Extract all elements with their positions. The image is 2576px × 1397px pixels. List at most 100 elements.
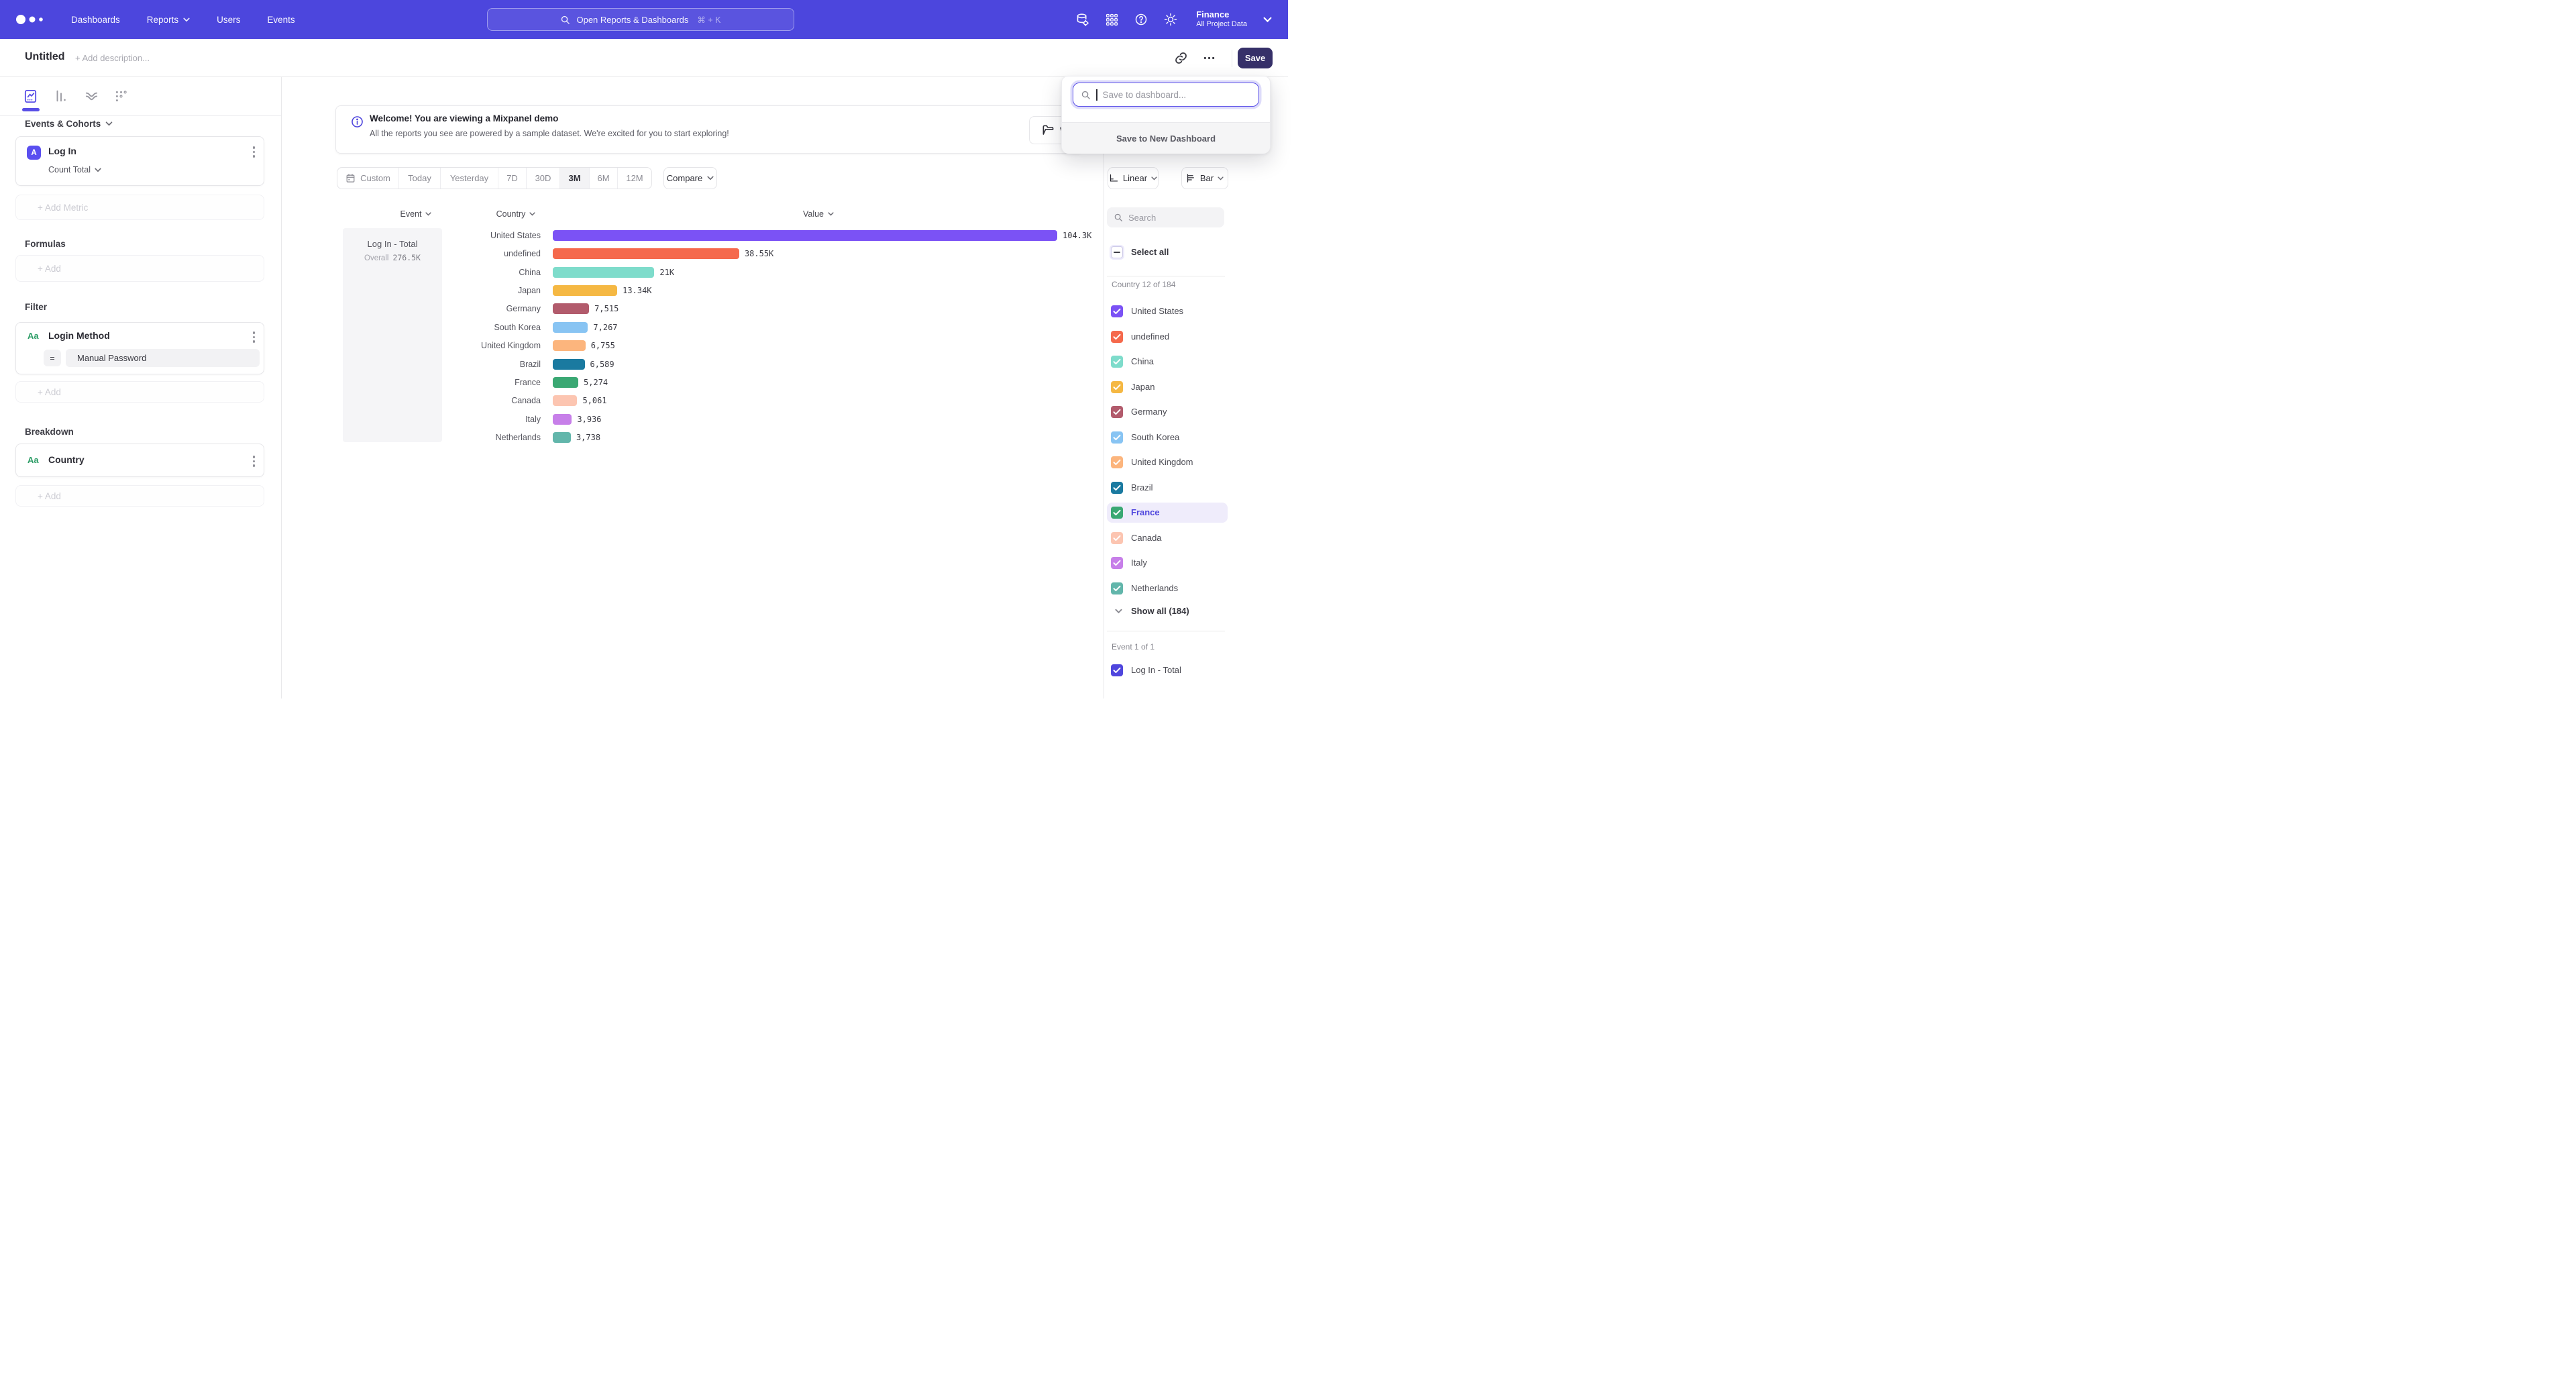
date-range-option[interactable]: Today [399,168,441,189]
save-to-new-dashboard-button[interactable]: Save to New Dashboard [1062,122,1270,154]
tab-insights[interactable] [18,84,42,108]
select-all-row[interactable]: Select all [1107,242,1228,262]
country-checkbox[interactable] [1111,356,1123,368]
column-header-value[interactable]: Value [778,209,859,219]
filter-operator-selector[interactable]: = [44,350,61,366]
country-checkbox[interactable] [1111,481,1123,494]
top-nav-item[interactable]: Reports [147,15,190,25]
save-button[interactable]: Save [1238,48,1273,68]
bar[interactable] [553,266,655,278]
date-range-option[interactable]: Yesterday [441,168,498,189]
global-search-input[interactable]: Open Reports & Dashboards ⌘ + K [487,8,794,31]
country-legend-row[interactable]: United States [1107,301,1228,321]
country-checkbox[interactable] [1111,531,1123,544]
top-nav-item[interactable]: Events [267,14,295,25]
filter-section-header: Filter [25,302,48,312]
apps-grid-icon[interactable] [1106,13,1118,26]
column-header-country[interactable]: Country [476,209,556,219]
add-metric-button[interactable]: + Add Metric [15,195,264,220]
country-legend-row[interactable]: Netherlands [1107,578,1228,599]
filter-value-selector[interactable]: Manual Password [66,349,260,367]
bar[interactable] [553,303,590,315]
tab-flows[interactable] [79,84,103,108]
bar[interactable] [553,358,585,370]
country-legend-row[interactable]: United Kingdom [1107,452,1228,472]
add-breakdown-button[interactable]: + Add [15,485,264,507]
top-nav-item[interactable]: Users [217,14,241,25]
bar[interactable] [553,248,739,260]
chart-style-selector-button[interactable]: Bar [1181,167,1228,189]
bar[interactable] [553,285,618,297]
tab-funnels[interactable] [49,84,73,108]
event-series-panel[interactable]: Log In - Total Overall 276.5K [343,228,442,442]
country-legend-row[interactable]: France [1107,503,1228,523]
date-range-option[interactable]: 30D [527,168,560,189]
filter-card[interactable]: Aa Login Method = Manual Password [15,322,264,374]
column-header-event[interactable]: Event [376,209,456,219]
save-dashboard-search-input[interactable]: Save to dashboard... [1073,83,1259,107]
date-range-option[interactable]: 7D [498,168,527,189]
date-range-option[interactable]: Custom [337,168,399,189]
project-switcher[interactable]: Finance All Project Data [1196,9,1247,30]
bar[interactable] [553,395,578,407]
country-checkbox[interactable] [1111,456,1123,468]
compare-button[interactable]: Compare [663,167,717,189]
country-legend-row[interactable]: South Korea [1107,427,1228,448]
copy-link-icon[interactable] [1174,51,1188,65]
top-nav-item[interactable]: Dashboards [71,14,120,25]
country-checkbox[interactable] [1111,431,1123,444]
legend-search-input[interactable]: Search [1107,207,1224,227]
country-checkbox[interactable] [1111,582,1123,594]
metric-card[interactable]: A Log In Count Total [15,136,264,186]
add-formula-button[interactable]: + Add [15,255,264,282]
country-checkbox[interactable] [1111,380,1123,393]
event-checkbox[interactable] [1111,664,1123,676]
mixpanel-logo-icon[interactable] [15,13,46,26]
filter-kebab-icon[interactable] [252,331,255,343]
bar[interactable] [553,340,586,352]
event-legend-row[interactable]: Log In - Total [1107,660,1228,680]
country-checkbox[interactable] [1111,557,1123,569]
breakdown-card[interactable]: Aa Country [15,444,264,477]
bar-chart-row: Netherlands 3,738 [0,429,1288,446]
add-description-field[interactable]: + Add description... [75,53,150,63]
country-checkbox[interactable] [1111,507,1123,519]
more-actions-icon[interactable] [1202,51,1216,65]
bar[interactable] [553,413,572,425]
date-range-option[interactable]: 6M [590,168,618,189]
country-legend-row[interactable]: Germany [1107,402,1228,422]
metric-aggregation-selector[interactable]: Count Total [48,165,101,174]
country-checkbox[interactable] [1111,330,1123,343]
add-filter-button[interactable]: + Add [15,381,264,403]
select-all-checkbox[interactable] [1111,246,1123,258]
events-section-header[interactable]: Events & Cohorts [25,119,113,129]
report-title[interactable]: Untitled [25,51,65,62]
banner-title: Welcome! You are viewing a Mixpanel demo [370,113,559,123]
country-legend-row[interactable]: Canada [1107,528,1228,548]
filter-property-name[interactable]: Login Method [48,330,110,341]
breakdown-property-name[interactable]: Country [48,454,85,465]
country-legend-row[interactable]: Italy [1107,553,1228,573]
tab-retention[interactable] [109,84,133,108]
country-checkbox[interactable] [1111,406,1123,418]
help-icon[interactable] [1134,13,1148,26]
settings-gear-icon[interactable] [1164,13,1177,26]
show-all-button[interactable]: Show all (184) [1107,601,1228,621]
date-range-option[interactable]: 12M [626,173,643,183]
country-legend-row[interactable]: Japan [1107,377,1228,397]
bar[interactable] [553,230,1057,241]
bar[interactable] [553,432,571,444]
country-checkbox[interactable] [1111,305,1123,317]
report-type-tabs [0,77,281,116]
metric-kebab-icon[interactable] [252,146,255,158]
breakdown-kebab-icon[interactable] [252,456,255,467]
country-legend-row[interactable]: Brazil [1107,478,1228,498]
country-legend-row[interactable]: undefined [1107,327,1228,347]
bar[interactable] [553,321,588,333]
metric-event-name[interactable]: Log In [48,146,76,156]
country-legend-row[interactable]: China [1107,352,1228,372]
data-management-icon[interactable] [1075,13,1089,27]
bar[interactable] [553,376,579,388]
scale-selector-button[interactable]: Linear [1108,167,1159,189]
date-range-option[interactable]: 3M [560,168,590,189]
